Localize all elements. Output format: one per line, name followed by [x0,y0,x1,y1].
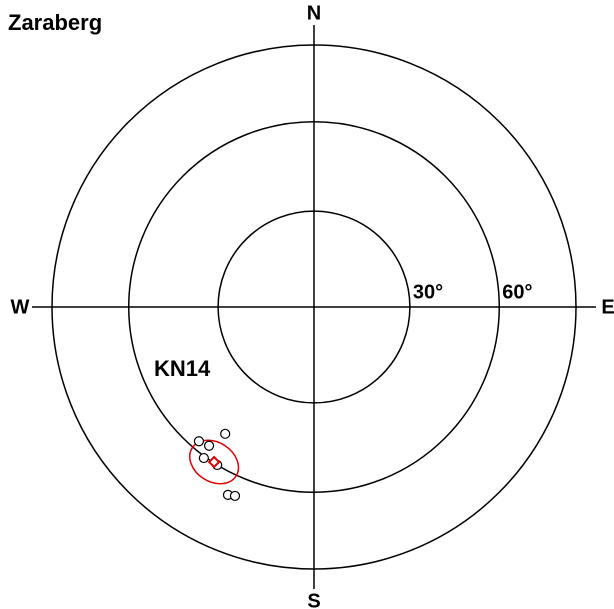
chart-title: Zaraberg [8,10,102,35]
direction-label: S [307,590,320,609]
ring [127,120,501,494]
direction-label: W [11,296,30,318]
data-point [220,428,231,439]
direction-label: N [307,2,321,24]
ring-label: 60° [502,281,532,303]
data-point [198,452,209,464]
mean-point [207,455,221,469]
data-point [229,490,241,502]
confidence-ellipse [189,439,240,485]
ring-label: 30° [413,281,443,303]
data-point [193,436,205,447]
site-label: KN14 [154,356,211,381]
direction-label: E [601,296,614,318]
ring [217,210,411,404]
data-point [203,440,215,451]
